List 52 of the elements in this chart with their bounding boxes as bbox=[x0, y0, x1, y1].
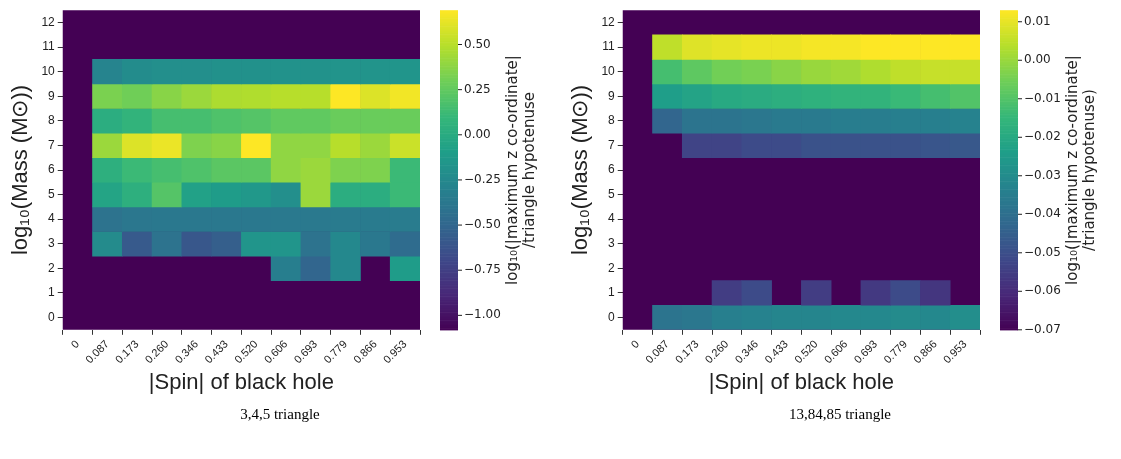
color-bar-label: −0.03 bbox=[1024, 167, 1061, 182]
y-tick-label: 3 bbox=[48, 236, 56, 251]
y-tick-label: 10 bbox=[41, 63, 56, 78]
y-tick-label: 1 bbox=[48, 285, 56, 300]
color-bar-title: log₁₀(|maximum z co-ordinate| /triangle hypotenuse) bbox=[1063, 55, 1099, 285]
color-bar-label: −0.01 bbox=[1024, 90, 1061, 105]
color-bar-label: −0.07 bbox=[1024, 321, 1061, 336]
color-bar-title: log₁₀(|maximum z co-ordinate| /triangle hypotenuse bbox=[503, 55, 539, 285]
color-bar-label: −0.02 bbox=[1024, 129, 1061, 144]
y-axis-title: log₁₀(Mass (M⊙)) bbox=[7, 84, 33, 256]
x-axis-title: |Spin| of black hole bbox=[708, 368, 894, 394]
y-tick-label: 5 bbox=[608, 186, 616, 201]
y-tick-label: 1 bbox=[608, 285, 616, 300]
color-bar-label: −0.50 bbox=[464, 217, 501, 232]
color-bar-label: 0.01 bbox=[1024, 13, 1051, 28]
y-tick-label: 0 bbox=[608, 309, 616, 324]
text: 3,4,5 triangle bbox=[239, 406, 321, 423]
y-tick-label: 5 bbox=[48, 186, 56, 201]
y-tick-label: 12 bbox=[601, 14, 616, 29]
y-tick-label: 7 bbox=[48, 137, 56, 152]
color-bar-label: −0.05 bbox=[1024, 244, 1061, 259]
color-bar-label: 0.00 bbox=[1024, 52, 1051, 67]
y-tick-label: 3 bbox=[608, 236, 616, 251]
y-tick-label: 9 bbox=[608, 88, 616, 103]
color-bar-label: −0.04 bbox=[1024, 206, 1061, 221]
y-tick-label: 6 bbox=[608, 162, 616, 177]
text: 13,84,85 triangle bbox=[787, 406, 893, 423]
y-axis-title: log₁₀(Mass (M⊙)) bbox=[567, 84, 593, 256]
color-bar-label: 0.50 bbox=[464, 36, 491, 51]
y-tick-label: 8 bbox=[48, 113, 56, 128]
color-bar-label: −0.25 bbox=[464, 172, 501, 187]
y-tick-label: 7 bbox=[608, 137, 616, 152]
y-tick-label: 4 bbox=[48, 211, 56, 226]
y-tick-label: 6 bbox=[48, 162, 56, 177]
y-tick-label: 11 bbox=[42, 39, 56, 54]
color-bar-label: 0.25 bbox=[464, 81, 491, 96]
y-tick-label: 9 bbox=[48, 88, 56, 103]
x-tick-label: 0 bbox=[628, 337, 642, 351]
y-tick-label: 0 bbox=[48, 309, 56, 324]
y-tick-label: 2 bbox=[608, 260, 616, 275]
y-tick-label: 8 bbox=[608, 113, 616, 128]
y-tick-label: 10 bbox=[601, 63, 616, 78]
y-tick-label: 2 bbox=[48, 260, 56, 275]
color-bar-label: −0.75 bbox=[464, 262, 501, 277]
color-bar-label: −0.06 bbox=[1024, 283, 1061, 298]
color-bar-label: −1.00 bbox=[464, 307, 501, 322]
x-tick-label: 0 bbox=[68, 337, 82, 351]
y-tick-label: 11 bbox=[602, 39, 616, 54]
y-tick-label: 4 bbox=[608, 211, 616, 226]
y-tick-label: 12 bbox=[41, 14, 56, 29]
x-axis-title: |Spin| of black hole bbox=[148, 368, 334, 394]
color-bar-label: 0.00 bbox=[464, 126, 491, 141]
